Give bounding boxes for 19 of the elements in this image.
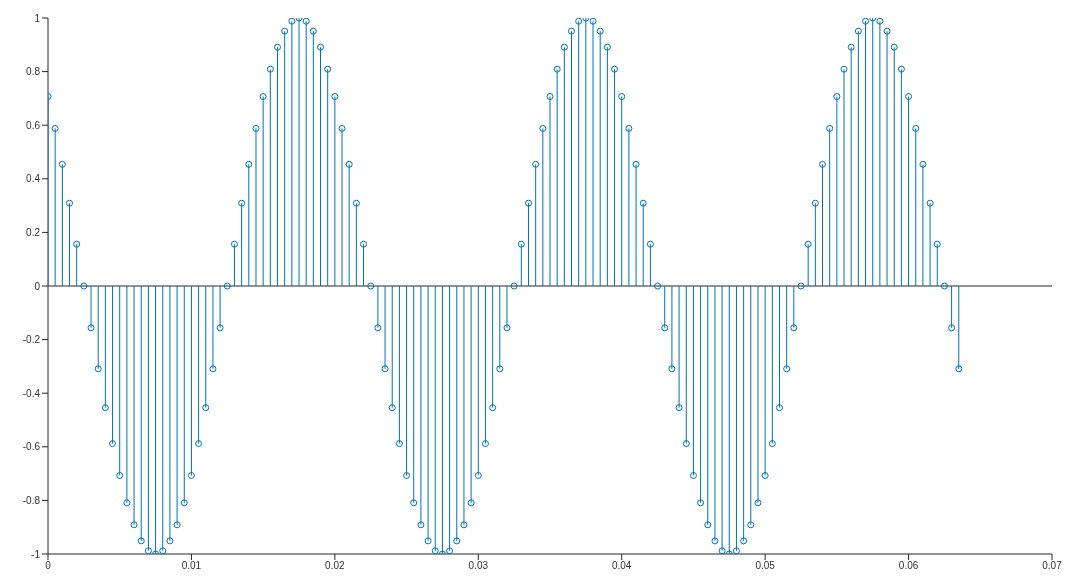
y-tick-label: 0 bbox=[34, 280, 41, 292]
x-tick-label: 0.01 bbox=[181, 560, 202, 572]
y-tick-label: -0.8 bbox=[22, 494, 41, 506]
y-tick-label: -0.6 bbox=[22, 441, 41, 453]
x-tick-label: 0.05 bbox=[755, 560, 776, 572]
x-tick-label: 0.06 bbox=[898, 560, 919, 572]
y-tick-label: -0.2 bbox=[22, 334, 41, 346]
y-tick-label: -1 bbox=[31, 548, 41, 560]
y-tick-label: 0.8 bbox=[26, 66, 41, 78]
x-tick-label: 0 bbox=[45, 560, 52, 572]
y-tick-label: 1 bbox=[34, 12, 41, 24]
x-tick-label: 0.02 bbox=[325, 560, 346, 572]
x-tick-label: 0.03 bbox=[468, 560, 489, 572]
y-tick-label: 0.4 bbox=[26, 173, 41, 185]
y-tick-label: 0.2 bbox=[26, 226, 41, 238]
y-tick-label: 0.6 bbox=[26, 119, 41, 131]
x-tick-label: 0.04 bbox=[611, 560, 632, 572]
y-tick-label: -0.4 bbox=[22, 387, 41, 399]
x-tick-label: 0.07 bbox=[1042, 560, 1063, 572]
